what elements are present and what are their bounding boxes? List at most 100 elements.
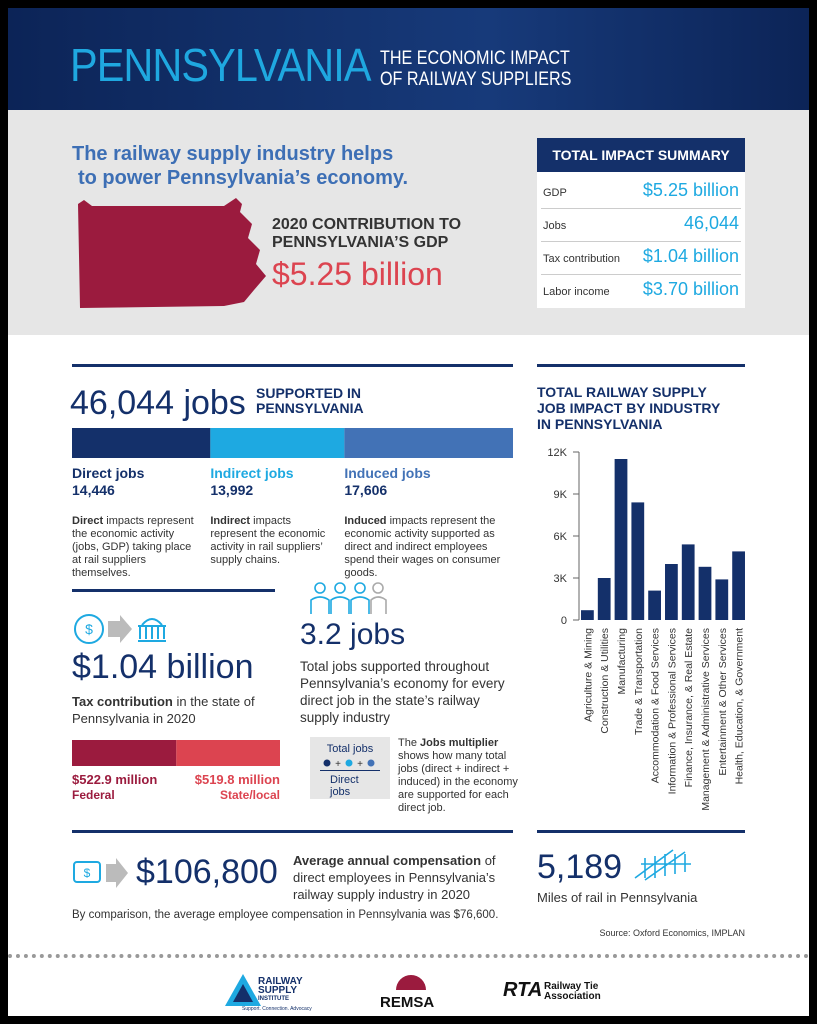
bar-segment: [72, 740, 177, 766]
bar: [698, 566, 712, 620]
desc-text: impacts represent the economic activity …: [210, 515, 326, 566]
segment-value: 14,446: [72, 482, 115, 498]
desc-bold: Direct: [72, 515, 104, 527]
bar: [732, 551, 745, 620]
gdp-label-line: 2020 CONTRIBUTION TO: [272, 216, 462, 233]
industry-chart: 0 3K 6K 9K 12K Agriculture & Mining Constructi…: [547, 447, 745, 811]
jobs-label-line: SUPPORTED IN: [256, 385, 362, 401]
bar-segment: [176, 740, 280, 766]
segment-name: Induced jobs: [344, 465, 431, 481]
summary-label: Tax contribution: [543, 253, 621, 265]
summary-label: Jobs: [543, 220, 567, 232]
desc-bold: Indirect: [210, 515, 251, 527]
bar: [631, 502, 645, 620]
rsi-logo: [225, 974, 261, 1006]
headline-line: The railway supply industry helps: [72, 143, 394, 165]
summary-divider: [541, 241, 741, 242]
desc-bold: Induced: [344, 515, 387, 527]
rta: RTA: [503, 979, 543, 1001]
bar-segment: [344, 428, 513, 458]
x-tick-label: Information & Professional Services: [666, 628, 678, 794]
comp-bold: Average annual compensation: [293, 853, 482, 868]
x-tick-label: Entertainment & Other Services: [717, 628, 729, 776]
headline-line: to power Pennsylvania’s economy.: [78, 167, 409, 189]
segment-name: Direct jobs: [72, 465, 145, 481]
rsi-tagline: Support. Connection. Advocacy: [242, 1006, 312, 1012]
y-tick-label: 3K: [554, 573, 568, 585]
people: [310, 582, 387, 614]
jobs-headline: 46,044 jobs: [70, 384, 246, 422]
x-tick-label: Agriculture & Mining: [582, 628, 594, 722]
summary-box: TOTAL IMPACT SUMMARY GDP $5.25 billion Job…: [537, 138, 745, 308]
segment-name: Federal: [72, 788, 115, 802]
bar: [581, 610, 594, 620]
intro-headline: The railway supply industry helps to pow…: [72, 142, 408, 190]
multiplier-headline: 3.2 jobs: [300, 618, 406, 651]
jobs-bar: [72, 428, 513, 458]
summary-value: $3.70 billion: [642, 279, 739, 299]
summary-label: GDP: [543, 187, 567, 199]
rail-desc: Miles of rail in Pennsylvania: [537, 890, 698, 905]
x-tick-label: Trade & Transportation: [633, 628, 645, 735]
jobs-label: SUPPORTED IN PENNSYLVANIA: [256, 386, 364, 416]
segment-name: State/local: [219, 788, 280, 802]
y-tick-label: 9K: [554, 489, 568, 501]
tax-headline: $1.04 billion: [72, 648, 254, 686]
source: Source: Oxford Economics, IMPLAN: [599, 928, 745, 938]
bar-segment: [72, 428, 211, 458]
multiplier-note: The Jobs multiplier shows how many total…: [398, 737, 520, 815]
tax-breakdown: $522.9 million Federal $519.8 million State…: [72, 772, 280, 806]
x-tick-label: Manufacturing: [616, 628, 628, 695]
coin: [74, 614, 104, 644]
note-pre: The: [398, 737, 417, 749]
note-post: shows how many total jobs (direct + indi…: [398, 750, 518, 814]
desc-text: impacts represent the economic activity …: [344, 515, 501, 579]
segment-value: 17,606: [344, 482, 388, 498]
svg-text:$: $: [84, 866, 91, 880]
bar: [597, 578, 611, 620]
subtitle-line: OF RAILWAY SUPPLIERS: [380, 69, 572, 90]
bar: [614, 459, 628, 620]
chart-title-line: IN PENNSYLVANIA: [537, 416, 663, 432]
rail-headline: 5,189: [537, 848, 623, 886]
pa-shape: [78, 198, 266, 308]
y-tick-label: 12K: [547, 447, 567, 459]
gdp-label: 2020 CONTRIBUTION TO PENNSYLVANIA’S GDP: [272, 216, 461, 252]
bar: [681, 544, 695, 620]
y-tick-label: 0: [561, 615, 567, 627]
segment-value: 13,992: [210, 482, 254, 498]
icon-glyph: $: [85, 621, 93, 637]
rta-line: Railway Tie: [544, 981, 599, 992]
x-tick-label: Accommodation & Food Services: [650, 628, 662, 783]
tax-desc-bold: Tax contribution: [72, 694, 173, 709]
fraction-rule: [320, 770, 380, 771]
rail-icon: [634, 849, 691, 881]
section-rule: [537, 830, 745, 833]
section-rule: [72, 830, 513, 833]
tax-desc: Tax contribution in the state of Pennsyl…: [72, 693, 282, 727]
section-rule: [537, 364, 745, 367]
x-tick-label: Construction & Utilities: [599, 628, 611, 734]
remsa: REMSA: [380, 994, 435, 1011]
compensation-desc: Average annual compensation of direct em…: [293, 852, 515, 903]
footer-rule: [8, 954, 809, 958]
chart-title-line: JOB IMPACT BY INDUSTRY: [537, 400, 721, 416]
chart-title-line: TOTAL RAILWAY SUPPLY: [537, 384, 707, 400]
comparison: By comparison, the average employee comp…: [72, 909, 499, 921]
rsi-name: RAILWAY SUPPLY INSTITUTE: [258, 977, 303, 1004]
compensation-headline: $106,800: [136, 853, 278, 891]
chart-title: TOTAL RAILWAY SUPPLY JOB IMPACT BY INDUS…: [537, 384, 720, 432]
subtitle-line: THE ECONOMIC IMPACT: [380, 48, 570, 69]
y-tick-label: 6K: [554, 531, 568, 543]
jobs-breakdown: Direct jobs 14,446 Direct impacts represen…: [72, 463, 513, 579]
rsi-line: RAILWAY: [258, 976, 303, 987]
header-band: [8, 8, 809, 110]
remsa-icon: [396, 975, 426, 990]
pa-map: [78, 198, 266, 308]
segment-desc: Direct impacts represent the economic ac…: [72, 515, 200, 580]
svg-text:+: +: [357, 759, 363, 769]
header-subtitle: THE ECONOMIC IMPACT OF RAILWAY SUPPLIERS: [380, 48, 571, 90]
summary-label: Labor income: [543, 286, 610, 298]
rsi-line: SUPPLY: [258, 985, 298, 996]
